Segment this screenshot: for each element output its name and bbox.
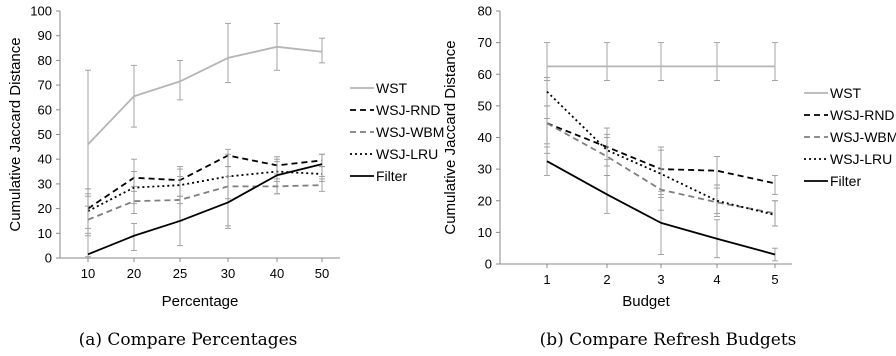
series-wst xyxy=(85,22,325,197)
legend-label: WST xyxy=(830,85,862,101)
legend-label: WSJ-RND xyxy=(376,102,441,118)
y-tick-label: 50 xyxy=(38,127,52,142)
legend-label: WSJ-LRU xyxy=(376,146,438,162)
series-line xyxy=(87,184,323,221)
y-tick-label: 30 xyxy=(478,162,492,177)
x-tick-label: 1 xyxy=(543,272,550,287)
legend-label: Filter xyxy=(376,168,407,184)
series-line xyxy=(87,163,323,256)
series-line xyxy=(546,90,776,216)
legend-label: Filter xyxy=(830,173,861,189)
series-wsj-lru xyxy=(544,76,778,227)
series-line xyxy=(546,160,776,256)
x-tick-label: 3 xyxy=(657,272,664,287)
y-axis-title: Cumulative Jaccard Distance xyxy=(442,40,459,234)
series-line xyxy=(87,45,323,146)
y-tick-label: 80 xyxy=(38,53,52,68)
x-tick-label: 10 xyxy=(81,266,95,281)
y-tick-label: 40 xyxy=(478,130,492,145)
legend-label: WST xyxy=(376,80,408,96)
y-axis-title: Cumulative Jaccard Distance xyxy=(7,37,24,231)
x-tick-label: 4 xyxy=(713,272,720,287)
x-tick-label: 30 xyxy=(221,266,235,281)
y-tick-label: 40 xyxy=(38,152,52,167)
chart-caption: (b) Compare Refresh Budgets xyxy=(540,330,797,350)
x-tick-label: 50 xyxy=(315,266,329,281)
legend-label: WSJ-LRU xyxy=(830,151,892,167)
y-tick-label: 70 xyxy=(478,35,492,50)
x-tick-label: 20 xyxy=(127,266,141,281)
y-tick-label: 20 xyxy=(38,201,52,216)
chart-compare-percentages: 0 10 20 30 40 50 60 70 80 90 100 10 20 25 30 40 50 Percen… xyxy=(7,4,444,351)
y-tick-label: 100 xyxy=(30,4,52,19)
x-axis-title: Budget xyxy=(622,293,670,310)
y-tick-label: 0 xyxy=(485,257,492,272)
y-tick-label: 20 xyxy=(478,193,492,208)
chart-compare-refresh-budgets: 0 10 20 30 40 50 60 70 80 1 2 3 4 5 Budget Cumulative J… xyxy=(442,4,896,351)
x-tick-label: 2 xyxy=(603,272,610,287)
x-axis-title: Percentage xyxy=(162,293,239,310)
x-tick-label: 25 xyxy=(173,266,187,281)
y-tick-label: 10 xyxy=(478,225,492,240)
y-tick-label: 10 xyxy=(38,226,52,241)
legend-label: WSJ-WBM xyxy=(830,129,896,145)
series-wsj-wbm xyxy=(85,166,325,234)
x-tick-label: 40 xyxy=(270,266,284,281)
y-tick-label: 30 xyxy=(38,176,52,191)
series-line xyxy=(87,154,323,210)
legend-label: WSJ-WBM xyxy=(376,124,444,140)
series-wsj-rnd xyxy=(85,148,325,229)
series-filter xyxy=(544,146,778,262)
y-tick-label: 60 xyxy=(38,102,52,117)
series-wsj-lru xyxy=(85,153,325,237)
x-tick-label: 5 xyxy=(771,272,778,287)
series-filter xyxy=(85,153,325,258)
chart-caption: (a) Compare Percentages xyxy=(79,330,298,350)
y-tick-label: 90 xyxy=(38,28,52,43)
y-tick-label: 70 xyxy=(38,78,52,93)
y-tick-label: 80 xyxy=(478,4,492,19)
legend-label: WSJ-RND xyxy=(830,107,895,123)
y-tick-label: 60 xyxy=(478,67,492,82)
y-tick-label: 0 xyxy=(45,251,52,266)
series-line xyxy=(87,170,323,212)
series-wst xyxy=(544,42,778,82)
y-tick-label: 50 xyxy=(478,98,492,113)
